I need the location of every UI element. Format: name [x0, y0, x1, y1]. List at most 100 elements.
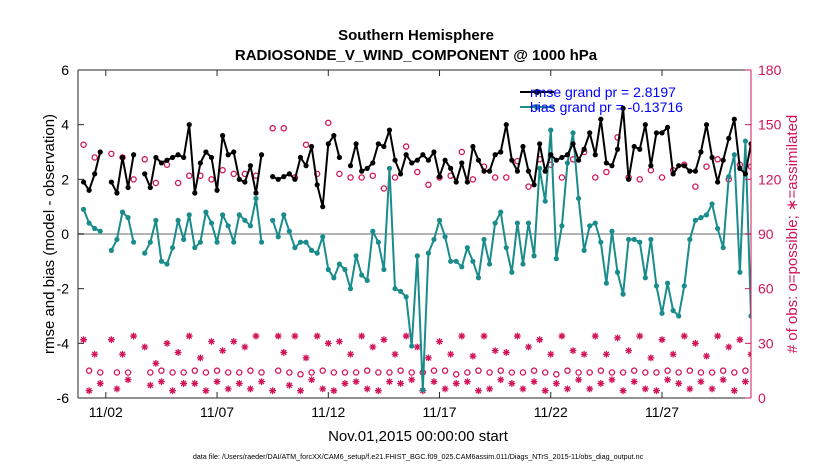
rmse-point — [231, 149, 237, 155]
rmse-point — [314, 182, 320, 188]
obs-possible-marker — [358, 174, 365, 181]
rmse-point — [403, 152, 409, 158]
bias-point — [603, 280, 609, 286]
obs-possible-marker — [686, 367, 694, 374]
bias-point — [459, 264, 465, 270]
obs-possible-marker — [619, 369, 627, 376]
bias-point — [225, 223, 231, 229]
bias-point — [242, 217, 248, 223]
rmse-point — [153, 154, 159, 161]
obs-possible-marker — [760, 149, 765, 154]
obs-assimilated-marker — [525, 343, 532, 351]
bias-point — [247, 223, 254, 229]
rmse-point — [570, 141, 576, 147]
obs-assimilated-marker — [274, 332, 282, 340]
obs-assimilated-marker — [347, 350, 354, 358]
obs-possible-marker — [247, 367, 254, 374]
obs-assimilated-marker — [235, 380, 243, 387]
rmse-point — [131, 152, 137, 158]
obs-possible-marker — [703, 163, 710, 170]
obs-assimilated-marker — [680, 332, 688, 340]
obs-possible-marker — [158, 367, 165, 374]
obs-assimilated-marker — [119, 350, 126, 358]
y-tick-label-right: 120 — [758, 171, 782, 187]
bias-point — [142, 250, 148, 256]
obs-assimilated-marker — [602, 350, 610, 358]
bias-point — [181, 236, 187, 243]
obs-assimilated-marker — [230, 338, 238, 345]
obs-possible-marker — [313, 170, 321, 178]
obs-assimilated-marker — [775, 385, 782, 392]
obs-possible-marker — [213, 367, 221, 374]
rmse-point — [525, 168, 532, 174]
bias-point — [342, 266, 348, 273]
obs-assimilated-marker — [285, 381, 293, 389]
obs-assimilated-marker — [480, 332, 488, 340]
rmse-point — [325, 141, 331, 147]
rmse-point — [709, 154, 715, 161]
bias-point — [548, 127, 554, 133]
obs-assimilated-marker — [452, 380, 460, 387]
bias-point — [314, 250, 320, 256]
obs-assimilated-marker — [169, 387, 176, 395]
bias-point — [169, 245, 176, 251]
obs-possible-marker — [742, 367, 749, 374]
bias-point — [231, 239, 237, 245]
bias-point — [258, 239, 265, 245]
bias-point — [564, 160, 571, 166]
obs-possible-marker — [258, 369, 265, 376]
obs-possible-marker — [230, 170, 237, 178]
rmse-point — [353, 141, 359, 147]
obs-possible-marker — [486, 369, 493, 376]
obs-assimilated-marker — [742, 378, 749, 385]
rmse-point — [242, 179, 248, 185]
bias-point — [765, 144, 770, 149]
obs-assimilated-marker — [530, 378, 538, 385]
obs-possible-marker — [391, 174, 399, 181]
obs-assimilated-marker — [380, 336, 388, 344]
rmse-point — [631, 143, 637, 150]
obs-assimilated-marker — [475, 387, 482, 395]
obs-possible-marker — [508, 369, 516, 376]
obs-possible-marker — [224, 369, 232, 376]
obs-assimilated-marker — [719, 376, 727, 384]
y-tick-label-right: 150 — [758, 117, 782, 133]
obs-assimilated-marker — [636, 332, 644, 340]
bias-point — [681, 283, 687, 289]
obs-assimilated-marker — [536, 336, 544, 344]
obs-assimilated-marker — [241, 343, 249, 351]
bias-point — [214, 239, 220, 245]
rmse-point — [114, 190, 120, 196]
obs-assimilated-marker — [820, 385, 827, 392]
obs-possible-marker — [347, 174, 354, 181]
rmse-point — [771, 133, 776, 138]
obs-assimilated-marker — [96, 380, 104, 387]
rmse-point — [236, 176, 242, 182]
rmse-point — [420, 152, 426, 158]
obs-assimilated-marker — [363, 385, 371, 393]
obs-possible-marker — [519, 369, 527, 376]
obs-possible-marker — [380, 185, 388, 192]
bias-point — [347, 286, 354, 292]
obs-assimilated-marker — [669, 350, 677, 358]
obs-assimilated-marker — [608, 376, 616, 384]
obs-possible-marker — [525, 183, 532, 190]
obs-assimilated-marker — [508, 380, 516, 387]
bias-point — [80, 206, 87, 212]
obs-possible-marker — [754, 370, 759, 375]
obs-assimilated-marker — [213, 378, 221, 385]
obs-possible-marker — [85, 367, 93, 374]
obs-assimilated-marker — [280, 349, 288, 356]
bias-point — [448, 258, 454, 264]
bias-point — [481, 236, 487, 243]
y-tick-label-left: -2 — [57, 281, 70, 297]
y-tick-label-left: -6 — [57, 390, 70, 406]
bias-point — [131, 239, 137, 245]
rmse-point — [203, 149, 209, 155]
bias-point — [309, 247, 315, 253]
rmse-point — [537, 141, 543, 147]
obs-possible-marker — [497, 367, 504, 374]
obs-possible-marker — [386, 369, 393, 376]
obs-possible-marker — [286, 369, 293, 376]
